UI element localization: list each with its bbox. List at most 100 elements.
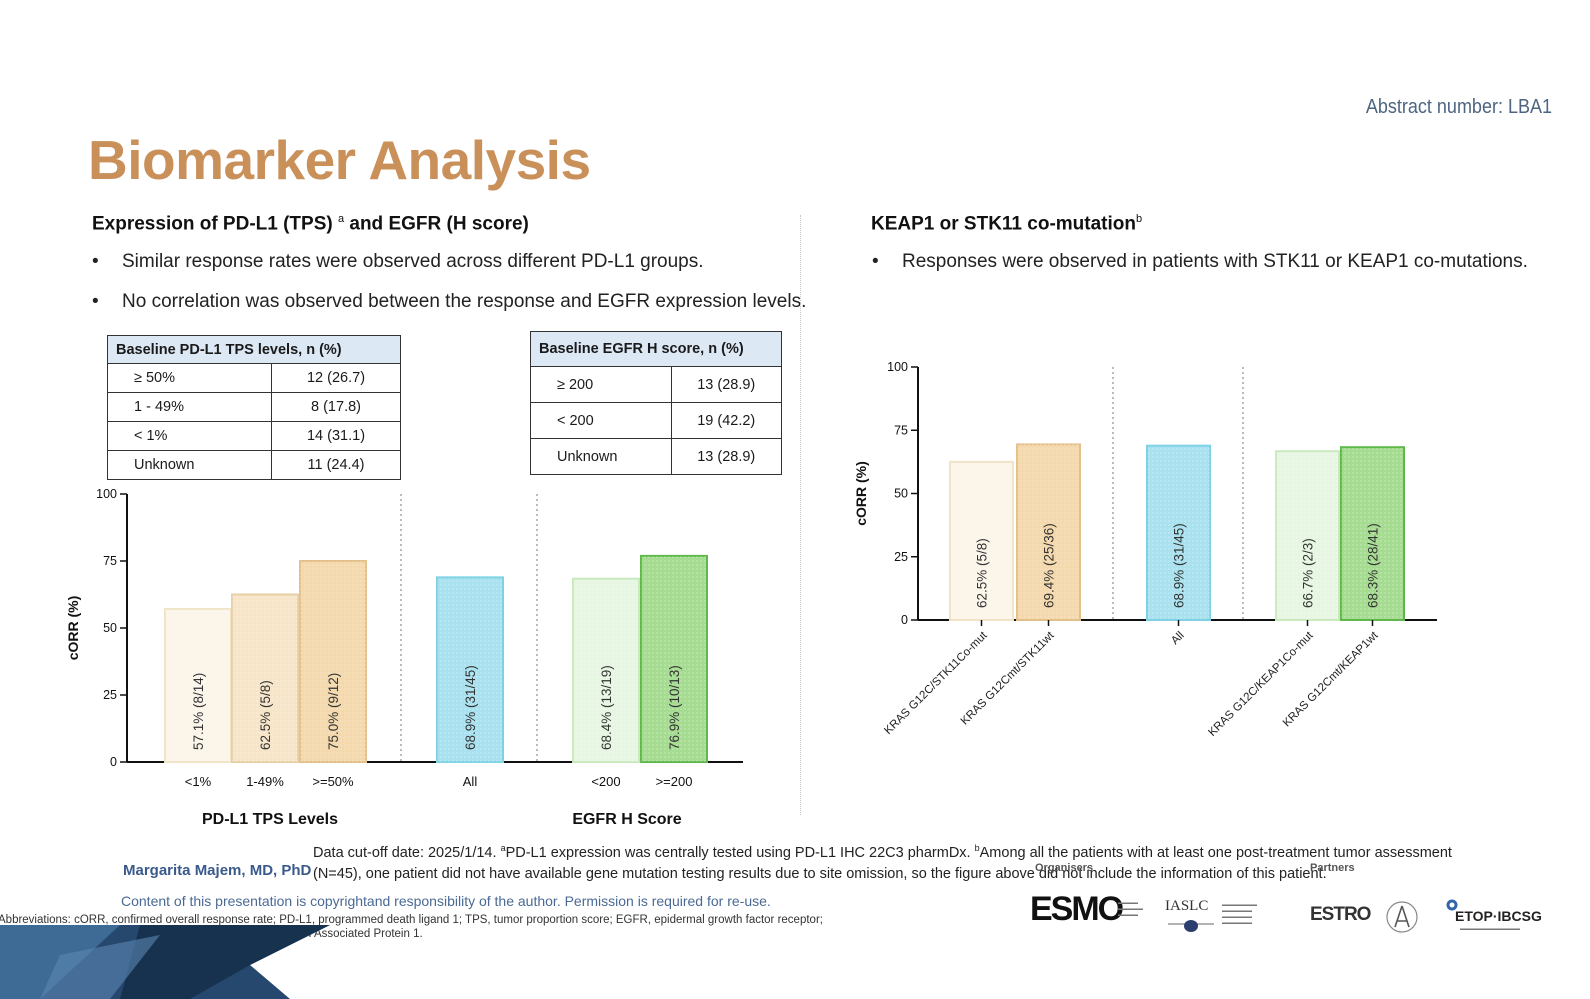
etop-dot-icon bbox=[1446, 899, 1458, 911]
bar-data-label: 57.1% (8/14) bbox=[191, 673, 206, 750]
y-tick-label: 50 bbox=[894, 487, 908, 501]
bar-texture bbox=[1276, 451, 1339, 620]
author-name: Margarita Majem, MD, PhD bbox=[123, 862, 312, 879]
table-row: < 1% 14 (31.1) bbox=[106, 421, 401, 451]
iaslc-logo: IASLC bbox=[1165, 898, 1209, 914]
bar-texture bbox=[165, 608, 231, 762]
table-row: < 200 19 (42.2) bbox=[530, 402, 782, 439]
bar-texture bbox=[573, 578, 639, 762]
bar-texture bbox=[1341, 447, 1404, 620]
esmo-logo: ESMO bbox=[1030, 890, 1124, 928]
logo-area: Organisers Partners ESMO ▬▬▬▬ ▬▬▬▬▬ ▬▬▬▬ I… bbox=[1000, 862, 1590, 942]
pdl1-baseline-table: Baseline PD-L1 TPS levels, n (%) ≥ 50% 12… bbox=[106, 335, 401, 480]
etop-ibcsg-logo: ETOP·IBCSG bbox=[1455, 908, 1542, 924]
bar-texture bbox=[641, 555, 707, 762]
y-tick-label: 25 bbox=[894, 550, 908, 564]
table-cell: Unknown bbox=[530, 438, 672, 475]
bar-data-label: 68.3% (28/41) bbox=[1366, 523, 1381, 608]
estro-logo: ESTRO bbox=[1310, 904, 1371, 925]
bar-texture bbox=[300, 561, 366, 762]
table-cell: 13 (28.9) bbox=[670, 366, 782, 403]
egfr-baseline-table: Baseline EGFR H score, n (%) ≥ 200 13 (28… bbox=[530, 331, 782, 475]
x-tick-label: >=200 bbox=[656, 774, 693, 789]
table-row: ≥ 200 13 (28.9) bbox=[530, 366, 782, 403]
x-tick-label: >=50% bbox=[312, 774, 354, 789]
esmo-tagline: ▬▬▬▬ ▬▬▬▬▬ ▬▬▬▬ bbox=[1118, 900, 1143, 918]
bar-data-label: 68.4% (13/19) bbox=[599, 665, 614, 750]
x-tick-label: KRAS G12C/KEAP1Co-mut bbox=[1206, 629, 1316, 739]
x-tick-label: 1-49% bbox=[246, 774, 284, 789]
x-tick-label: <200 bbox=[591, 774, 620, 789]
left-bullet-2-text: No correlation was observed between the … bbox=[122, 291, 807, 312]
y-tick-label: 25 bbox=[103, 688, 117, 702]
table-cell: ≥ 200 bbox=[530, 366, 672, 403]
copyright-notice: Content of this presentation is copyrigh… bbox=[121, 893, 771, 909]
y-tick-label: 0 bbox=[110, 755, 117, 769]
x-tick-label: <1% bbox=[185, 774, 212, 789]
right-heading-sup: b bbox=[1136, 213, 1143, 225]
y-tick-label: 0 bbox=[901, 613, 908, 627]
footnote: Data cut-off date: 2025/1/14. aPD-L1 exp… bbox=[313, 843, 1452, 882]
footnote-a: PD-L1 expression was centrally tested us… bbox=[505, 844, 971, 861]
left-bullet-2: • No correlation was observed between the… bbox=[92, 291, 807, 312]
abstract-number: Abstract number: LBA1 bbox=[1365, 96, 1552, 118]
table-cell: 1 - 49% bbox=[106, 392, 273, 422]
section-divider bbox=[800, 215, 801, 815]
organisers-label: Organisers bbox=[1035, 862, 1094, 874]
left-heading-rest: and EGFR (H score) bbox=[344, 213, 529, 235]
bar-texture bbox=[950, 461, 1013, 620]
table-row: Unknown 11 (24.4) bbox=[106, 450, 401, 480]
left-heading-text: Expression of PD-L1 (TPS) bbox=[92, 213, 333, 235]
y-axis-label: cORR (%) bbox=[853, 461, 869, 526]
pdl1-table-header: Baseline PD-L1 TPS levels, n (%) bbox=[107, 335, 401, 364]
right-bullet-1-text: Responses were observed in patients with… bbox=[902, 251, 1528, 272]
bar-data-label: 69.4% (25/36) bbox=[1042, 523, 1057, 608]
x-tick-label: KRAS G12C/STK11Co-mut bbox=[882, 629, 990, 737]
table-cell: 11 (24.4) bbox=[271, 450, 401, 480]
table-row: 1 - 49% 8 (17.8) bbox=[106, 392, 401, 422]
x-tick-label: All bbox=[463, 774, 478, 789]
right-section-heading: KEAP1 or STK11 co-mutationb bbox=[871, 213, 1142, 235]
partner-emblem-icon bbox=[1386, 901, 1418, 933]
corner-decoration bbox=[0, 925, 330, 999]
left-section-heading: Expression of PD-L1 (TPS) a and EGFR (H … bbox=[92, 213, 529, 235]
bar-data-label: 75.0% (9/12) bbox=[326, 673, 341, 750]
y-tick-label: 100 bbox=[96, 487, 117, 501]
y-tick-label: 50 bbox=[103, 621, 117, 635]
table-cell: 19 (42.2) bbox=[670, 402, 782, 439]
bar-data-label: 68.9% (31/45) bbox=[1172, 523, 1187, 608]
iaslc-lungs-icon bbox=[1168, 920, 1214, 932]
table-cell: 12 (26.7) bbox=[271, 363, 401, 393]
group-label: PD-L1 TPS Levels bbox=[202, 811, 338, 828]
left-bullet-1: • Similar response rates were observed ac… bbox=[92, 251, 704, 272]
footnote-cutoff: Data cut-off date: 2025/1/14. bbox=[313, 844, 497, 861]
table-row: ≥ 50% 12 (26.7) bbox=[106, 363, 401, 393]
left-heading-sup: a bbox=[337, 213, 345, 225]
etop-tagline: ▬▬▬▬▬▬▬▬▬▬▬▬ bbox=[1460, 926, 1520, 932]
table-cell: Unknown bbox=[106, 450, 273, 480]
right-bullet-1: • Responses were observed in patients wit… bbox=[872, 251, 1528, 272]
bar-texture bbox=[1147, 445, 1210, 620]
bar-data-label: 68.9% (31/45) bbox=[463, 665, 478, 750]
footnote-b: Among all the patients with at least one… bbox=[313, 844, 1452, 882]
bar-texture bbox=[437, 577, 503, 762]
table-cell: 13 (28.9) bbox=[670, 438, 782, 475]
y-tick-label: 75 bbox=[103, 554, 117, 568]
partners-label: Partners bbox=[1310, 862, 1355, 874]
group-label: EGFR H Score bbox=[572, 811, 681, 828]
slide-title: Biomarker Analysis bbox=[88, 129, 591, 191]
y-tick-label: 100 bbox=[887, 360, 908, 374]
y-tick-label: 75 bbox=[894, 423, 908, 437]
y-axis-label: cORR (%) bbox=[65, 596, 81, 661]
bar-texture bbox=[232, 594, 298, 762]
x-tick-label: All bbox=[1169, 630, 1187, 648]
bar-data-label: 62.5% (5/8) bbox=[258, 680, 273, 750]
table-row: Unknown 13 (28.9) bbox=[530, 438, 782, 475]
bar-data-label: 62.5% (5/8) bbox=[975, 538, 990, 608]
bar-texture bbox=[1017, 444, 1080, 620]
bar-data-label: 76.9% (10/13) bbox=[667, 665, 682, 750]
bar-data-label: 66.7% (2/3) bbox=[1301, 538, 1316, 608]
left-bullet-1-text: Similar response rates were observed acr… bbox=[122, 251, 704, 272]
right-heading-text: KEAP1 or STK11 co-mutation bbox=[871, 213, 1136, 235]
